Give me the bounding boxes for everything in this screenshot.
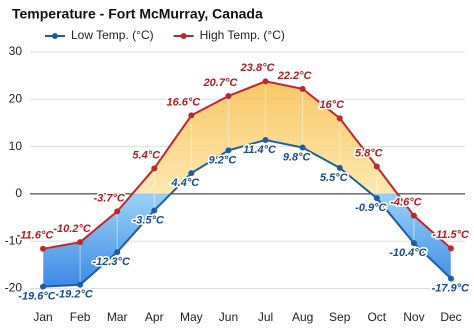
- x-tick-label: Jan: [33, 310, 52, 324]
- y-tick-label: 0: [15, 186, 22, 200]
- y-tick-label: 10: [9, 139, 23, 153]
- x-tick-label: Nov: [403, 310, 424, 324]
- series-line: [42, 138, 452, 288]
- value-label: 4.4°C: [171, 177, 201, 189]
- point: [151, 207, 158, 214]
- x-tick-label: Sep: [329, 310, 351, 324]
- legend-label: High Temp. (°C): [200, 28, 285, 42]
- value-label: 11.4°C: [243, 144, 277, 156]
- value-label: 22.2°C: [277, 70, 313, 82]
- value-label: -19.2°C: [55, 289, 93, 301]
- value-label: -10.4°C: [389, 247, 427, 259]
- value-label: -4.6°C: [390, 197, 422, 209]
- point: [151, 165, 158, 172]
- x-tick-label: Dec: [440, 310, 461, 324]
- point: [410, 240, 417, 247]
- point: [448, 245, 454, 252]
- value-label: 20.7°C: [203, 77, 239, 89]
- point: [448, 275, 454, 282]
- x-tick-label: Jul: [258, 310, 273, 324]
- point: [336, 115, 343, 122]
- x-tick-label: May: [180, 310, 203, 324]
- point: [336, 164, 343, 171]
- point: [114, 208, 121, 215]
- legend-marker: [52, 33, 58, 39]
- value-label: -12.3°C: [92, 256, 130, 268]
- point: [262, 136, 269, 143]
- value-label: -17.9°C: [432, 283, 470, 295]
- point: [262, 78, 269, 85]
- point: [373, 163, 380, 170]
- point: [299, 85, 306, 92]
- point: [40, 245, 46, 252]
- x-tick-label: Jun: [219, 310, 238, 324]
- x-tick-label: Mar: [107, 310, 128, 324]
- value-label: -11.5°C: [432, 229, 470, 241]
- point: [77, 239, 84, 246]
- value-label: -19.6°C: [18, 291, 56, 303]
- point: [225, 147, 232, 154]
- legend-label: Low Temp. (°C): [71, 28, 154, 42]
- point: [410, 212, 417, 219]
- series-line: [42, 80, 452, 250]
- y-tick-label: -10: [5, 233, 23, 247]
- value-label: 23.8°C: [240, 62, 276, 74]
- range-band: [43, 81, 451, 287]
- y-tick-label: 30: [9, 44, 23, 58]
- y-tick-label: -20: [5, 281, 23, 295]
- value-label: -11.6°C: [17, 230, 55, 242]
- x-tick-label: Feb: [70, 310, 91, 324]
- x-tick-label: Oct: [367, 310, 386, 324]
- point: [77, 281, 84, 288]
- x-tick-label: Aug: [292, 310, 313, 324]
- y-tick-label: 20: [9, 91, 23, 105]
- x-tick-label: Apr: [145, 310, 164, 324]
- value-label: -3.5°C: [133, 214, 165, 226]
- value-label: 5.4°C: [132, 149, 161, 161]
- point: [40, 283, 46, 290]
- point: [299, 144, 306, 151]
- value-label: 5.5°C: [320, 172, 349, 184]
- point: [225, 92, 232, 99]
- point: [114, 249, 121, 256]
- value-label: 5.8°C: [355, 147, 384, 159]
- value-label: 16°C: [319, 99, 345, 111]
- chart-title: Temperature - Fort McMurray, Canada: [12, 6, 263, 22]
- legend-marker: [180, 33, 187, 39]
- point: [188, 170, 195, 177]
- value-label: -3.7°C: [94, 192, 126, 204]
- value-label: 9.2°C: [209, 154, 238, 166]
- value-label: 9.8°C: [283, 151, 312, 163]
- point: [188, 112, 195, 119]
- value-label: -0.9°C: [355, 202, 387, 214]
- value-label: -10.2°C: [53, 223, 91, 235]
- legend: Low Temp. (°C) High Temp. (°C): [45, 28, 285, 42]
- point: [373, 195, 380, 202]
- value-label: 16.6°C: [166, 96, 201, 108]
